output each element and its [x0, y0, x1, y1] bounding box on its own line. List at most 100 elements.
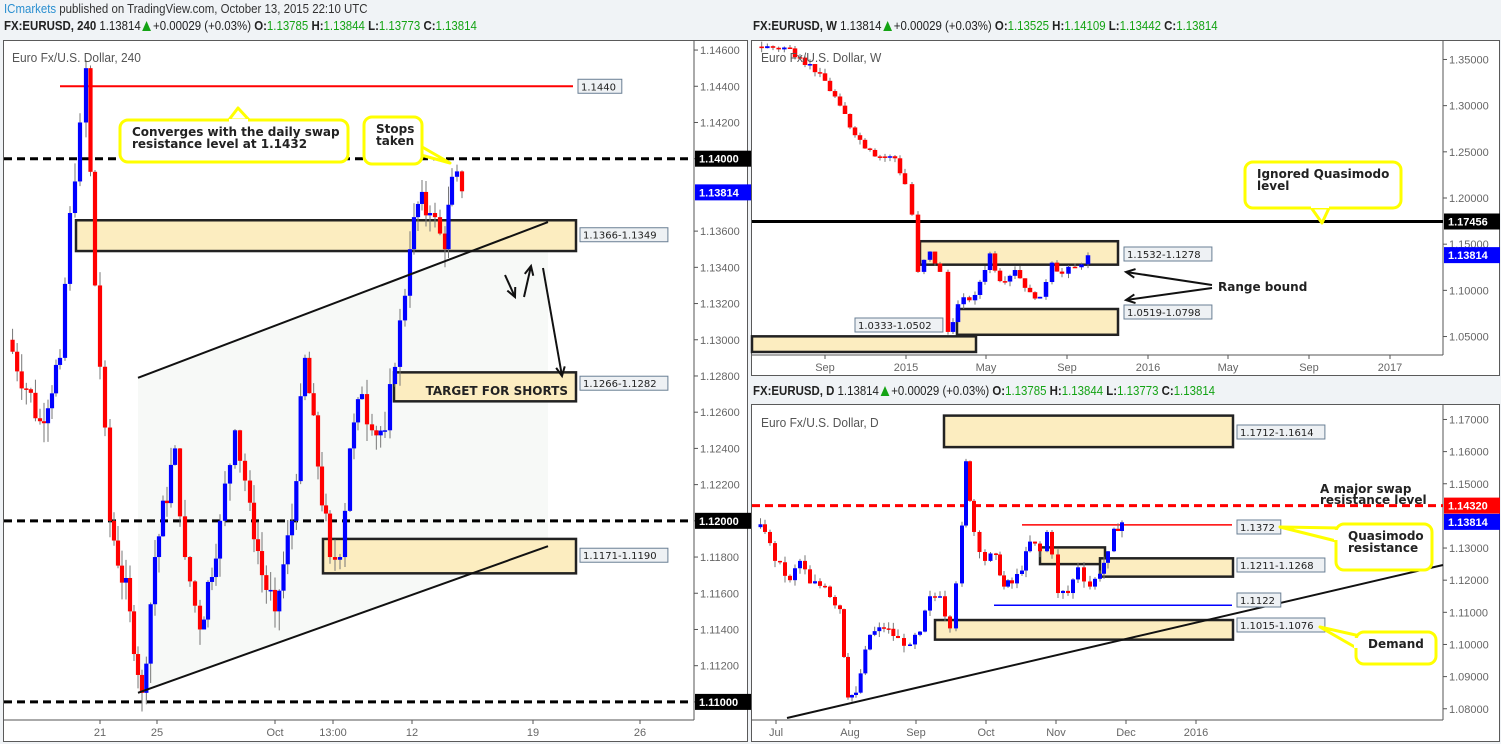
bear-candle: [374, 430, 379, 436]
bull-candle: [1085, 255, 1091, 265]
zone-price-label: [854, 317, 944, 333]
bear-candle: [107, 427, 113, 521]
bull-candle: [923, 610, 927, 632]
bull-candle: [1024, 551, 1028, 571]
callout-text: Ignored Quasimodo: [1257, 167, 1389, 181]
range-bottom-zone: [955, 307, 1120, 337]
bear-candle: [33, 392, 38, 419]
bear-candle: [1033, 541, 1037, 544]
bear-candle: [459, 171, 465, 192]
up-triangle-icon: [880, 386, 890, 396]
bull-candle: [1007, 275, 1013, 282]
bear-candle: [1072, 266, 1078, 269]
inner-zone: [1038, 546, 1107, 566]
bear-candle: [867, 148, 873, 150]
bull-candle: [954, 583, 958, 629]
bull-candle: [1066, 266, 1071, 274]
bear-candle: [817, 72, 823, 74]
bear-candle: [323, 505, 329, 514]
bear-candle: [1066, 590, 1070, 594]
time-tick-label: 2016: [1136, 362, 1160, 374]
bear-candle: [307, 357, 312, 394]
close-label: C:: [423, 18, 436, 33]
candles: [10, 60, 465, 712]
time-tick-label: 2015: [894, 362, 918, 374]
bear-candle: [119, 565, 125, 583]
low-label: L:: [1106, 383, 1118, 398]
price-tick-label: 1.05000: [1449, 332, 1489, 344]
bear-candle: [1056, 554, 1060, 594]
bull-candle: [807, 64, 813, 66]
callout-join: [1334, 530, 1339, 540]
zone-price-text: 1.0333-1.0502: [858, 321, 932, 332]
price-tick-label: 1.13000: [700, 335, 740, 347]
bear-candle: [802, 57, 808, 65]
bear-candle: [945, 271, 951, 332]
bear-candle: [192, 581, 198, 606]
bull-candle: [168, 464, 174, 504]
arrow-to-target: [542, 267, 563, 377]
bear-candle: [423, 191, 429, 216]
price-tick-label: 1.11800: [700, 552, 739, 564]
bull-candle: [152, 557, 158, 605]
callout-text: Quasimodo: [1348, 529, 1424, 543]
bull-candle: [1043, 282, 1049, 297]
bull-candle: [83, 68, 89, 123]
bear-candle: [992, 253, 998, 271]
zone-price-text: 1.1532-1.1278: [1127, 250, 1201, 261]
bear-candle: [255, 539, 261, 552]
bear-candle: [111, 520, 117, 541]
bear-candle: [442, 233, 448, 250]
price-tick-label: 1.09000: [1449, 672, 1489, 684]
bear-candle: [97, 285, 103, 367]
price-tick-label: 1.17000: [1449, 414, 1489, 426]
price-tick-label: 1.11200: [700, 661, 739, 673]
bull-candle: [782, 47, 787, 50]
bull-candle: [1093, 578, 1097, 587]
bull-candle: [62, 283, 68, 358]
open-value: 1.13785: [266, 18, 309, 33]
publisher-text: published on TradingView.com, October 13…: [56, 1, 368, 16]
price-tick-label: 1.14200: [700, 117, 740, 129]
bear-candle: [1038, 543, 1042, 552]
bull-candle: [144, 663, 149, 693]
publisher-brand-link[interactable]: ICmarkets: [4, 1, 57, 16]
zone-price-text: 1.1171-1.1190: [583, 551, 657, 562]
bull-candle: [1071, 579, 1075, 594]
bear-candle: [842, 105, 848, 114]
bear-candle: [837, 96, 843, 106]
bull-candle: [285, 535, 290, 565]
bull-candle: [964, 461, 968, 526]
daily-header: FX:EURUSD, D 1.13814 +0.00029 (+0.03%) O:…: [753, 383, 1215, 398]
bear-candle: [37, 418, 43, 422]
bear-candle: [862, 139, 868, 149]
bull-candle: [950, 322, 956, 332]
bull-candle: [1045, 531, 1049, 552]
bull-candle: [1028, 541, 1032, 552]
last-price: 1.13814: [837, 383, 879, 398]
time-tick-label: Nov: [1046, 727, 1066, 739]
bear-candle: [776, 47, 781, 50]
bull-candle: [972, 294, 978, 301]
bear-candle: [778, 560, 782, 563]
bull-candle: [1098, 573, 1102, 579]
range-bound-label: Range bound: [1218, 280, 1307, 294]
price-tick-label: 1.12200: [700, 480, 740, 492]
bear-candle: [998, 554, 1002, 576]
zone-price-label: [1236, 424, 1326, 440]
bear-candle: [852, 127, 858, 136]
time-tick-label: Sep: [906, 727, 926, 739]
bull-candle: [392, 366, 398, 385]
price-axis-tag-text: 1.13814: [1448, 250, 1489, 262]
bull-candle: [1076, 567, 1080, 580]
callout-join: [1354, 638, 1359, 648]
bull-candle: [289, 520, 295, 536]
bear-candle: [983, 552, 987, 561]
time-tick-label: Oct: [977, 727, 994, 739]
bear-candle: [892, 156, 898, 159]
daily-trendline: [786, 564, 1444, 719]
bear-candle: [902, 173, 908, 185]
bear-candle: [264, 575, 269, 590]
zone-price-label: [579, 227, 669, 243]
